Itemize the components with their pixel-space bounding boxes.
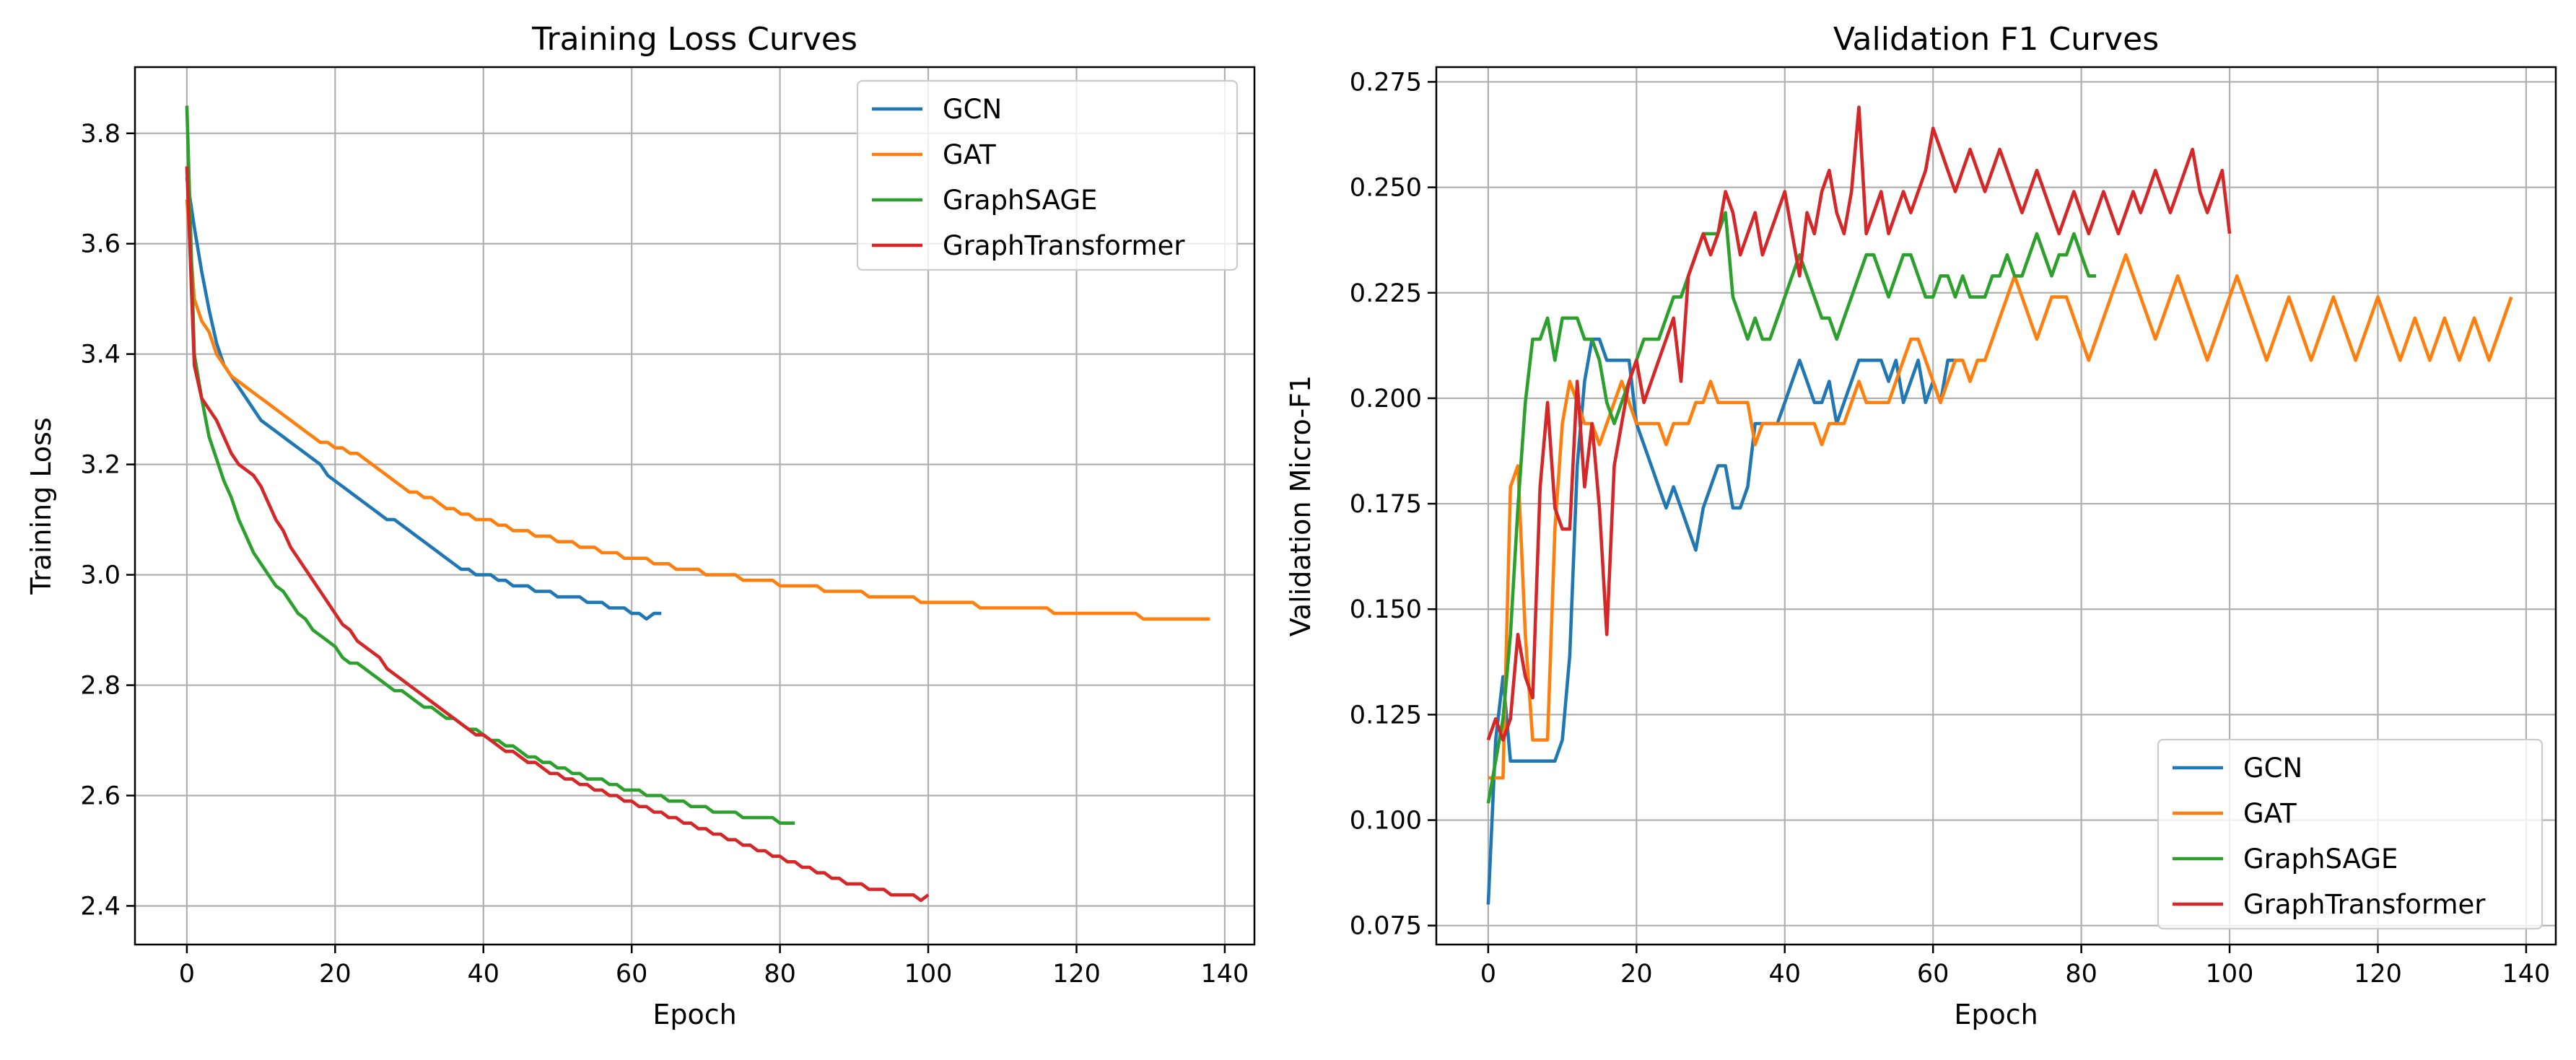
- y-tick-label: 0.200: [1350, 385, 1422, 413]
- x-tick-label: 100: [904, 960, 953, 989]
- y-axis-label: Validation Micro-F1: [1285, 375, 1317, 636]
- series-line-graphtransformer: [185, 166, 930, 903]
- y-tick-label: 0.175: [1350, 490, 1422, 519]
- y-tick-label: 2.4: [80, 892, 121, 921]
- y-tick-label: 0.250: [1350, 174, 1422, 203]
- series-line-gcn: [1486, 337, 1963, 905]
- x-tick-label: 20: [1620, 960, 1653, 989]
- y-tick-label: 3.6: [80, 230, 121, 259]
- x-tick-label: 120: [1052, 960, 1101, 989]
- x-tick-label: 100: [2206, 960, 2254, 989]
- training-loss-chart: 0 20 40 60 80 100 120 140 2.4 2.6 2.8 3.0 3.2 3.4 3.6…: [25, 21, 1256, 1030]
- y-tick-label: 3.0: [80, 561, 121, 590]
- legend-label: GraphTransformer: [2243, 889, 2486, 920]
- legend-label: GCN: [2243, 753, 2302, 784]
- plot-frame: [134, 66, 1256, 946]
- plot-frame: [1435, 66, 2557, 946]
- x-tick-label: 60: [616, 960, 648, 989]
- y-tick-label: 0.150: [1350, 595, 1422, 624]
- series-line-gat: [185, 199, 1210, 621]
- chart-title: Training Loss Curves: [531, 21, 857, 58]
- x-tick-label: 20: [319, 960, 352, 989]
- x-tick-label: 80: [2065, 960, 2097, 989]
- x-tick-label: 40: [467, 960, 499, 989]
- legend-label: GCN: [943, 94, 1002, 125]
- y-tick-label: 2.8: [80, 672, 121, 701]
- x-ticks: 0 20 40 60 80 100 120 140: [1480, 945, 2551, 989]
- legend-frame: [856, 79, 1239, 271]
- legend-label: GraphSAGE: [943, 185, 1097, 216]
- x-tick-label: 0: [1480, 960, 1496, 989]
- x-tick-label: 140: [2502, 960, 2551, 989]
- y-tick-label: 0.100: [1350, 807, 1422, 836]
- series-line-graphsage: [1486, 211, 2097, 804]
- y-ticks: 2.4 2.6 2.8 3.0 3.2 3.4 3.6 3.8: [80, 120, 135, 921]
- y-axis-label: Training Loss: [25, 417, 57, 595]
- legend: GCN GAT GraphSAGE GraphTransformer: [856, 79, 1239, 271]
- series-lines: [185, 105, 1210, 903]
- legend: GCN GAT GraphSAGE GraphTransformer: [2157, 738, 2544, 930]
- y-tick-label: 3.2: [80, 451, 121, 480]
- series-line-gcn: [185, 177, 662, 621]
- y-ticks: 0.075 0.100 0.125 0.150 0.175 0.200 0.225 0.250…: [1350, 68, 1436, 941]
- y-tick-label: 0.125: [1350, 701, 1422, 730]
- x-tick-label: 60: [1917, 960, 1950, 989]
- x-axis-label: Epoch: [652, 999, 736, 1030]
- y-tick-label: 0.075: [1350, 912, 1422, 941]
- validation-f1-chart: 0 20 40 60 80 100 120 140 0.0750.1000.1250.1500…: [1285, 21, 2557, 1030]
- grid: [1436, 67, 2556, 945]
- x-tick-label: 0: [179, 960, 195, 989]
- series-line-gat: [1488, 253, 2513, 780]
- series-line-graphtransformer: [1486, 105, 2232, 742]
- y-tick-label: 3.4: [80, 341, 121, 369]
- y-tick-label: 3.8: [80, 120, 121, 149]
- y-tick-label: 0.275: [1350, 68, 1422, 97]
- legend-label: GAT: [943, 139, 996, 170]
- y-tick-label: 0.225: [1350, 279, 1422, 308]
- x-tick-label: 140: [1201, 960, 1249, 989]
- x-tick-label: 40: [1768, 960, 1801, 989]
- legend-frame: [2157, 738, 2544, 930]
- legend-label: GraphSAGE: [2243, 844, 2398, 875]
- chart-title: Validation F1 Curves: [1833, 21, 2159, 58]
- x-axis-label: Epoch: [1954, 999, 2038, 1030]
- y-tick-label: 2.6: [80, 782, 121, 811]
- x-tick-label: 120: [2354, 960, 2402, 989]
- legend-label: GAT: [2243, 798, 2297, 829]
- series-lines: [1486, 105, 2513, 905]
- legend-label: GraphTransformer: [943, 230, 1185, 261]
- x-tick-label: 80: [764, 960, 796, 989]
- x-ticks: 0 20 40 60 80 100 120 140: [179, 945, 1249, 989]
